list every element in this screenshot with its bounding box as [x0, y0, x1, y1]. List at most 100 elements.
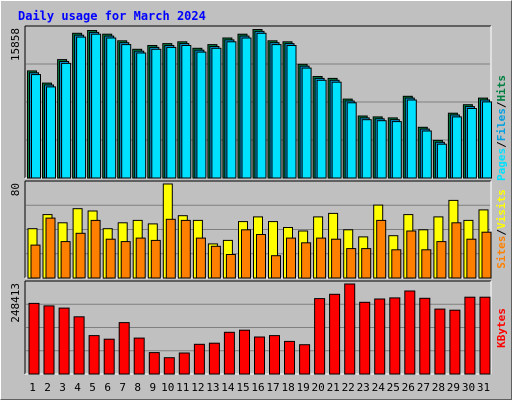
bar-kbytes-day-22: [344, 283, 356, 375]
bar-pages-day-11: [181, 45, 192, 179]
x-label-day-25: 25: [387, 381, 400, 394]
x-label-day-12: 12: [191, 381, 204, 394]
bar-sites-day-6: [105, 238, 116, 279]
series-pages: [31, 32, 492, 179]
bar-pages-day-18: [286, 45, 297, 179]
x-label-day-2: 2: [44, 381, 51, 394]
series-sites: [30, 217, 492, 279]
bar-pages-day-9: [151, 48, 162, 179]
bar-kbytes-day-29: [449, 309, 461, 375]
bar-sites-day-1: [30, 244, 41, 279]
bar-sites-day-9: [150, 239, 161, 279]
panel-top: 15858: [9, 25, 492, 179]
bar-sites-day-2: [45, 217, 56, 279]
bar-sites-day-16: [256, 234, 266, 279]
x-label-day-6: 6: [104, 381, 111, 394]
x-label-day-26: 26: [402, 381, 415, 394]
bar-sites-day-25: [391, 249, 402, 279]
side-label-part: Sites: [495, 236, 508, 269]
bar-pages-day-13: [211, 47, 222, 179]
bar-sites-day-27: [421, 249, 432, 279]
bar-sites-day-21: [331, 238, 342, 279]
bar-pages-day-30: [466, 108, 477, 179]
bar-kbytes-day-13: [208, 342, 220, 375]
bar-sites-day-20: [316, 237, 327, 279]
x-label-day-3: 3: [59, 381, 66, 394]
side-label-bottom: KBytes: [495, 308, 508, 348]
side-label-part: Files: [495, 108, 508, 141]
bar-pages-day-8: [136, 52, 147, 179]
bar-pages-day-12: [196, 51, 207, 179]
bar-kbytes-day-23: [359, 301, 371, 375]
bar-kbytes-day-16: [254, 336, 265, 375]
bar-kbytes-day-21: [329, 293, 341, 375]
side-label-part: /: [495, 101, 508, 108]
bar-pages-day-21: [331, 81, 342, 179]
bar-sites-day-29: [451, 222, 462, 279]
side-label-part: Pages: [495, 148, 508, 181]
bar-pages-day-22: [346, 102, 357, 179]
bar-sites-day-7: [120, 241, 131, 279]
bar-kbytes-day-28: [434, 308, 446, 375]
bar-pages-day-25: [391, 121, 402, 179]
bar-kbytes-day-17: [269, 335, 280, 375]
bar-pages-day-31: [482, 101, 492, 179]
bar-kbytes-day-26: [404, 290, 416, 375]
bar-sites-day-24: [376, 219, 387, 279]
bar-pages-day-4: [76, 36, 87, 179]
x-label-day-28: 28: [432, 381, 445, 394]
x-label-day-24: 24: [372, 381, 386, 394]
bar-sites-day-31: [481, 231, 492, 279]
bar-kbytes-day-2: [43, 305, 55, 375]
bar-sites-day-19: [301, 242, 312, 279]
bar-pages-day-3: [61, 62, 72, 179]
y-max-label-mid: 80: [9, 183, 22, 196]
bar-pages-day-17: [271, 44, 282, 179]
y-max-label-bottom: 248413: [9, 283, 22, 323]
x-label-day-31: 31: [477, 381, 490, 394]
x-label-day-23: 23: [357, 381, 370, 394]
bar-pages-day-24: [376, 120, 387, 179]
bar-sites-day-26: [406, 230, 417, 279]
bar-sites-day-11: [180, 219, 191, 279]
bar-sites-day-17: [271, 255, 281, 279]
bar-kbytes-day-20: [314, 298, 326, 375]
bar-kbytes-day-27: [419, 297, 431, 375]
x-label-day-19: 19: [296, 381, 309, 394]
bar-sites-day-3: [60, 241, 71, 279]
x-label-day-22: 22: [342, 381, 355, 394]
y-max-label-top: 15858: [9, 28, 22, 61]
panel-bottom: 248413: [9, 280, 492, 375]
bar-sites-day-18: [286, 237, 296, 279]
bar-sites-day-30: [466, 238, 477, 279]
bar-sites-day-22: [346, 248, 357, 279]
bar-kbytes-day-31: [479, 296, 491, 375]
bar-kbytes-day-24: [374, 298, 386, 375]
bar-sites-day-13: [210, 245, 221, 279]
side-label-part: /: [495, 229, 508, 236]
bar-kbytes-day-6: [103, 338, 115, 375]
bar-pages-day-16: [256, 32, 267, 179]
bar-kbytes-day-8: [133, 337, 145, 375]
bar-sites-day-28: [436, 241, 447, 279]
side-label-part: /: [495, 141, 508, 148]
bar-kbytes-day-25: [389, 297, 401, 375]
bar-kbytes-day-3: [58, 307, 70, 375]
bar-pages-day-14: [226, 41, 237, 179]
bar-kbytes-day-10: [163, 357, 175, 375]
bar-kbytes-day-11: [178, 352, 190, 375]
bar-pages-day-26: [406, 99, 417, 179]
bar-pages-day-5: [91, 33, 102, 179]
bar-pages-day-2: [46, 86, 56, 179]
x-label-day-16: 16: [251, 381, 264, 394]
bar-pages-day-27: [421, 130, 432, 179]
bar-kbytes-day-15: [239, 329, 250, 375]
bar-kbytes-day-4: [73, 316, 85, 375]
x-label-day-10: 10: [161, 381, 174, 394]
bar-pages-day-6: [106, 37, 117, 179]
bar-pages-day-28: [436, 143, 447, 179]
bar-sites-day-4: [75, 232, 86, 279]
bar-kbytes-day-12: [193, 343, 205, 375]
bar-kbytes-day-14: [223, 331, 235, 375]
